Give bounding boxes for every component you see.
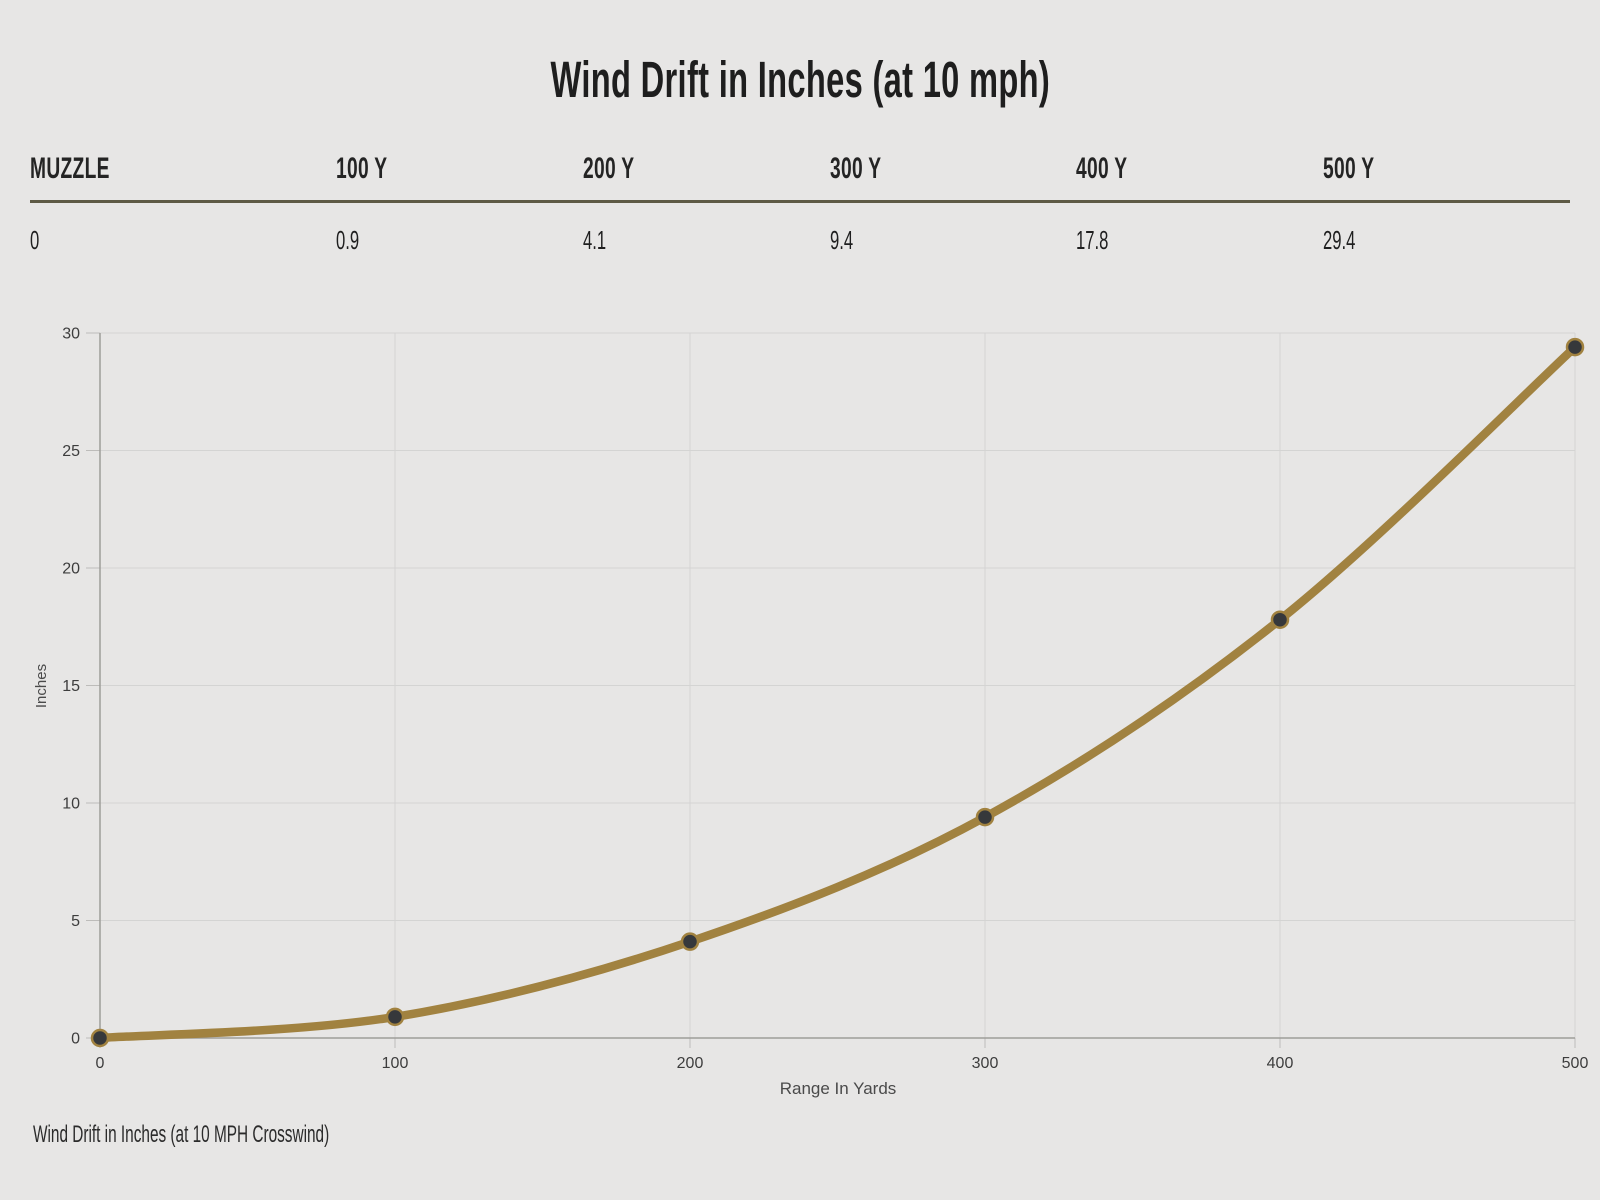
x-tick-label: 500 (1562, 1055, 1589, 1072)
table-value-100y: 0.9 (336, 225, 360, 255)
y-tick-label: 15 (62, 678, 80, 695)
y-tick-label: 30 (62, 326, 80, 343)
y-tick-label: 0 (71, 1031, 80, 1048)
x-tick-label: 300 (972, 1055, 999, 1072)
y-tick-label: 10 (62, 796, 80, 813)
series-layer (90, 337, 1585, 1048)
table-header-400y: 400 Y (1076, 152, 1128, 185)
table-header-500y: 500 Y (1323, 152, 1375, 185)
table-value-500y: 29.4 (1323, 225, 1356, 255)
chart-area: 0 5 10 15 20 25 30 0 100 200 300 400 500 Inches Rang… (0, 300, 1600, 1110)
data-point[interactable] (385, 1007, 405, 1027)
table-value-muzzle: 0 (30, 225, 40, 255)
table-header-muzzle: MUZZLE (30, 152, 110, 185)
x-axis-title: Range In Yards (780, 1079, 897, 1098)
table-value-row: 0 0.9 4.1 9.4 17.8 29.4 (30, 203, 1570, 255)
x-tick-label: 400 (1267, 1055, 1294, 1072)
x-tick-label: 100 (382, 1055, 409, 1072)
table-header-100y: 100 Y (336, 152, 388, 185)
x-tick-label: 0 (96, 1055, 105, 1072)
data-point[interactable] (680, 932, 700, 951)
y-tick-label: 25 (62, 443, 80, 460)
page-title: Wind Drift in Inches (at 10 mph) (0, 54, 1600, 106)
wind-drift-line (95, 342, 1580, 1043)
page-title-text: Wind Drift in Inches (at 10 mph) (550, 51, 1050, 108)
x-tick-label: 200 (677, 1055, 704, 1072)
y-tick-label: 5 (71, 913, 80, 930)
chart-caption: Wind Drift in Inches (at 10 MPH Crosswin… (33, 1121, 330, 1148)
table-header-300y: 300 Y (829, 152, 882, 185)
table-value-200y: 4.1 (582, 225, 606, 255)
data-point[interactable] (975, 807, 995, 827)
drift-table: MUZZLE 100 Y 200 Y 300 Y 400 Y 500 Y 0 0… (30, 152, 1570, 255)
grid-layer (99, 332, 1576, 1039)
data-point[interactable] (90, 1028, 110, 1048)
y-tick-label: 20 (62, 561, 80, 578)
table-value-300y: 9.4 (829, 225, 853, 255)
y-axis-title: Inches (33, 664, 50, 708)
table-value-400y: 17.8 (1076, 225, 1109, 255)
table-header-200y: 200 Y (582, 152, 635, 185)
table-header-row: MUZZLE 100 Y 200 Y 300 Y 400 Y 500 Y (30, 152, 1570, 203)
data-point[interactable] (1565, 337, 1585, 357)
data-point[interactable] (1270, 610, 1290, 629)
